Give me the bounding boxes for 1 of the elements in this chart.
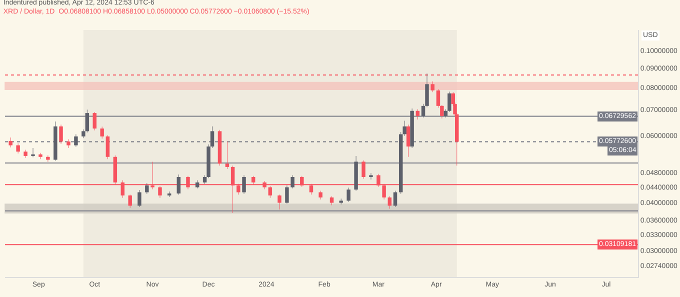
candlestick — [225, 142, 230, 169]
